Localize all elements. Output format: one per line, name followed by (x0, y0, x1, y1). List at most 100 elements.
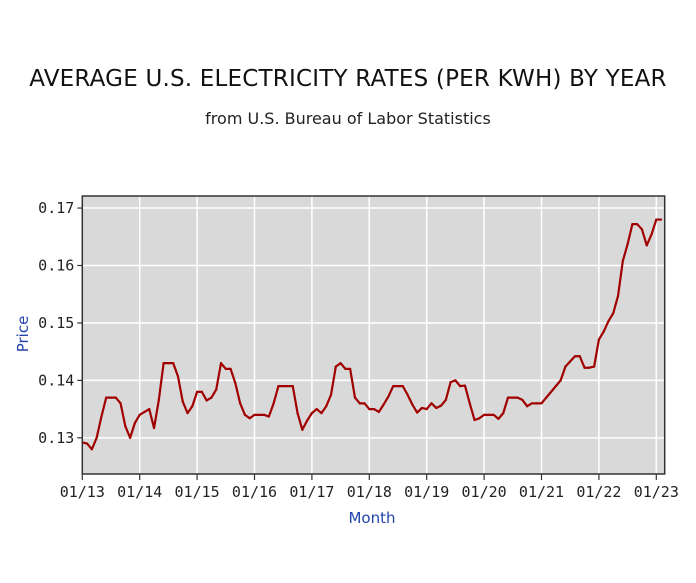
data-point (109, 396, 113, 399)
data-point (521, 398, 524, 402)
data-point (100, 415, 103, 418)
data-point (114, 396, 117, 399)
data-point (573, 355, 577, 358)
data-point (597, 338, 601, 341)
data-point (315, 407, 318, 411)
data-point (497, 417, 500, 420)
data-point (239, 402, 242, 405)
data-point (329, 393, 333, 396)
data-point (172, 362, 175, 365)
data-point (554, 385, 557, 388)
data-point (368, 407, 371, 411)
data-point (349, 367, 352, 370)
data-point (439, 404, 443, 407)
data-point (291, 385, 294, 388)
data-point (210, 396, 213, 399)
data-point (344, 367, 347, 370)
data-point (272, 402, 275, 405)
data-point (258, 413, 261, 416)
x-tick-label: 01/16 (232, 483, 277, 501)
data-point (631, 223, 634, 226)
data-point (248, 417, 251, 420)
data-point (253, 413, 256, 416)
series-price (82, 218, 663, 451)
data-point (306, 419, 309, 422)
data-point (339, 362, 342, 365)
plot-area (82, 196, 665, 474)
data-point (200, 390, 203, 393)
x-tick-label: 01/13 (60, 483, 105, 501)
data-point (502, 412, 505, 415)
data-point (650, 233, 653, 236)
data-point (191, 405, 194, 408)
data-point (152, 426, 156, 430)
data-point (607, 320, 610, 323)
chart-title: AVERAGE U.S. ELECTRICITY RATES (PER KWH)… (29, 66, 667, 92)
data-point (540, 402, 543, 405)
data-point (320, 412, 323, 415)
data-point (148, 407, 151, 411)
data-point (444, 398, 447, 402)
x-axis-label: Month (348, 509, 395, 527)
data-point (296, 412, 299, 415)
data-point (176, 375, 180, 378)
data-point (310, 412, 313, 415)
data-point (645, 244, 648, 247)
data-point (243, 413, 247, 416)
data-point (473, 418, 476, 422)
y-tick-label: 0.14 (38, 371, 74, 389)
data-point (138, 413, 141, 416)
data-point (162, 362, 165, 365)
data-point (535, 402, 538, 405)
data-point (133, 421, 137, 424)
x-tick-label: 01/21 (519, 483, 564, 501)
data-point (659, 218, 663, 221)
data-point (569, 360, 572, 363)
data-point (234, 382, 237, 385)
data-point (593, 365, 596, 368)
data-point (215, 388, 218, 391)
data-point (392, 385, 395, 388)
data-point (602, 330, 605, 333)
data-point (545, 396, 548, 399)
y-tick-label: 0.17 (38, 199, 74, 217)
data-point (301, 428, 304, 431)
data-point (277, 385, 280, 388)
data-point (286, 385, 290, 388)
data-point (262, 413, 266, 416)
data-point (406, 393, 409, 396)
data-point (85, 442, 89, 445)
data-point (267, 415, 270, 418)
data-point (526, 405, 529, 408)
data-point (449, 380, 452, 384)
data-point (430, 402, 433, 405)
data-point (382, 403, 385, 406)
plot-frame (81, 195, 666, 475)
y-tick-label: 0.15 (38, 314, 74, 332)
x-tick-label: 01/17 (289, 483, 334, 501)
x-tick-label: 01/19 (404, 483, 449, 501)
data-point (282, 385, 285, 388)
data-point (129, 436, 132, 439)
y-tick-label: 0.16 (38, 257, 74, 275)
data-point (636, 223, 639, 226)
data-point (612, 312, 615, 315)
x-tick-label: 01/20 (462, 483, 507, 501)
y-tick-label: 0.13 (38, 429, 74, 447)
data-point (377, 410, 380, 414)
data-point (416, 411, 419, 414)
x-tick-label: 01/22 (576, 483, 621, 501)
data-point (334, 365, 337, 368)
x-tick-label: 01/15 (175, 483, 220, 501)
data-point (387, 395, 390, 398)
data-point (167, 362, 170, 365)
data-point (325, 405, 328, 408)
x-tick-label: 01/18 (347, 483, 392, 501)
data-point (616, 294, 620, 298)
data-point (640, 228, 644, 231)
data-point (511, 396, 514, 399)
data-point (487, 413, 490, 416)
data-point (468, 402, 471, 405)
data-point (459, 385, 462, 388)
